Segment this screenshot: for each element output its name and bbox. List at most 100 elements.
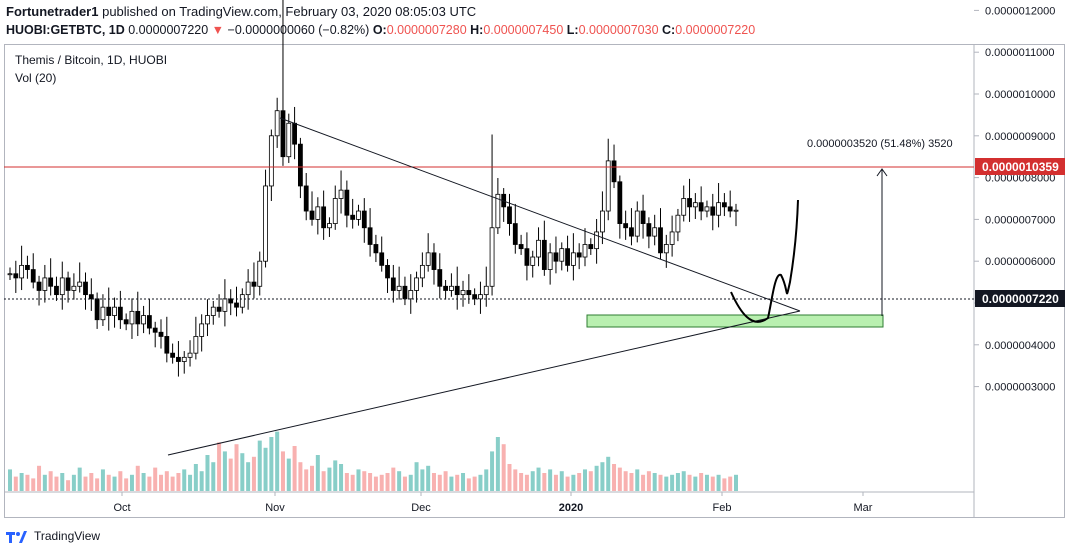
candle-body	[59, 277, 65, 296]
volume-bar	[368, 473, 373, 491]
volume-bar	[443, 471, 448, 491]
candle-body	[216, 306, 222, 312]
volume-bar	[699, 473, 704, 491]
volume-bar	[280, 451, 285, 491]
author-name[interactable]: Fortunetrader1	[6, 4, 99, 19]
volume-bar	[19, 473, 24, 491]
volume-bar	[646, 471, 651, 491]
candle-body	[652, 227, 658, 237]
volume-bar	[722, 478, 727, 491]
volume-bar	[693, 476, 698, 491]
candle-body	[158, 331, 164, 337]
published-text: published on TradingView.com, February 0…	[102, 4, 477, 19]
volume-bar	[321, 471, 326, 491]
candle-body	[106, 306, 112, 316]
upper-trendline[interactable]	[279, 117, 801, 312]
volume-bar	[437, 474, 442, 491]
volume-bar	[530, 471, 535, 491]
chart-frame[interactable]	[4, 44, 1065, 518]
volume-bar	[408, 474, 413, 491]
candle-body	[727, 206, 733, 212]
candle-body	[361, 210, 367, 229]
price-tick-label: 0.0000008000	[985, 173, 1055, 185]
candle-body	[199, 323, 205, 337]
volume-bar	[606, 456, 611, 491]
candle-body	[338, 189, 344, 199]
candle-body	[704, 206, 710, 212]
price-tick-label: 0.0000011000	[985, 47, 1055, 59]
volume-bar	[687, 474, 692, 491]
tradingview-logo-icon[interactable]	[6, 529, 28, 543]
candle-body	[141, 315, 146, 325]
close-label: C:	[662, 23, 676, 37]
lower-trendline[interactable]	[167, 310, 801, 456]
volume-bar	[344, 473, 349, 491]
candle-body	[658, 227, 663, 254]
volume-bar	[397, 471, 402, 491]
volume-bar	[362, 471, 367, 491]
candle-body	[559, 248, 565, 262]
candle-body	[663, 244, 669, 254]
publish-info: Fortunetrader1 published on TradingView.…	[6, 4, 476, 19]
volume-bar	[54, 476, 59, 491]
candle-body	[402, 285, 408, 300]
candle-body	[373, 244, 379, 254]
volume-bar	[617, 467, 622, 491]
candle-body	[309, 210, 315, 220]
candle-body	[692, 202, 698, 208]
volume-bar	[681, 471, 686, 491]
time-tick-label: 2020	[559, 502, 583, 514]
projection-drawing[interactable]	[730, 199, 799, 323]
volume-bar	[478, 474, 483, 491]
volume-bar	[641, 474, 646, 491]
volume-bar	[501, 444, 506, 491]
candle-body	[466, 290, 472, 296]
candle-body	[547, 252, 553, 270]
volume-bar	[710, 476, 715, 491]
volume-bar	[153, 467, 158, 491]
measure-arrow-head	[876, 168, 888, 177]
volume-bar	[106, 474, 111, 491]
volume-bar	[77, 467, 82, 491]
volume-bar	[310, 465, 315, 491]
candle-body	[13, 273, 19, 279]
candle-body	[443, 285, 449, 291]
candle-body	[582, 244, 588, 258]
footer-brand[interactable]: TradingView	[34, 529, 101, 543]
price-tick-label: 0.0000006000	[985, 256, 1055, 268]
symbol-label: HUOBI:GETBTC, 1D	[6, 23, 125, 37]
candle-body	[536, 239, 541, 258]
candle-body	[181, 356, 187, 362]
candle-body	[634, 210, 640, 237]
candle-body	[669, 231, 675, 245]
candle-body	[112, 306, 117, 316]
volume-bar	[135, 465, 140, 491]
candle-body	[36, 281, 42, 291]
volume-bar	[315, 455, 320, 491]
volume-bar	[623, 471, 628, 491]
volume-bar	[8, 469, 12, 491]
volume-bar	[513, 469, 518, 491]
volume-bar	[199, 471, 204, 491]
candle-body	[257, 260, 263, 287]
volume-bar	[490, 451, 495, 491]
volume-bar	[48, 471, 53, 491]
resistance-price-text: 0.0000010359	[982, 160, 1059, 174]
volume-bar	[246, 462, 251, 491]
volume-bar	[635, 469, 640, 491]
candle-body	[733, 209, 739, 212]
candle-body	[83, 281, 88, 296]
volume-bar	[449, 476, 454, 491]
candle-body	[88, 294, 94, 300]
price-tick-label: 0.0000007000	[985, 214, 1055, 226]
support-zone[interactable]	[586, 314, 884, 328]
candle-body	[611, 160, 617, 183]
volume-bar	[542, 473, 547, 491]
price-tick-label: 0.0000009000	[985, 131, 1055, 143]
volume-bar	[164, 471, 169, 491]
candle-body	[640, 210, 646, 224]
candle-body	[431, 252, 437, 270]
candle-body	[541, 239, 547, 270]
volume-bar	[356, 469, 361, 491]
